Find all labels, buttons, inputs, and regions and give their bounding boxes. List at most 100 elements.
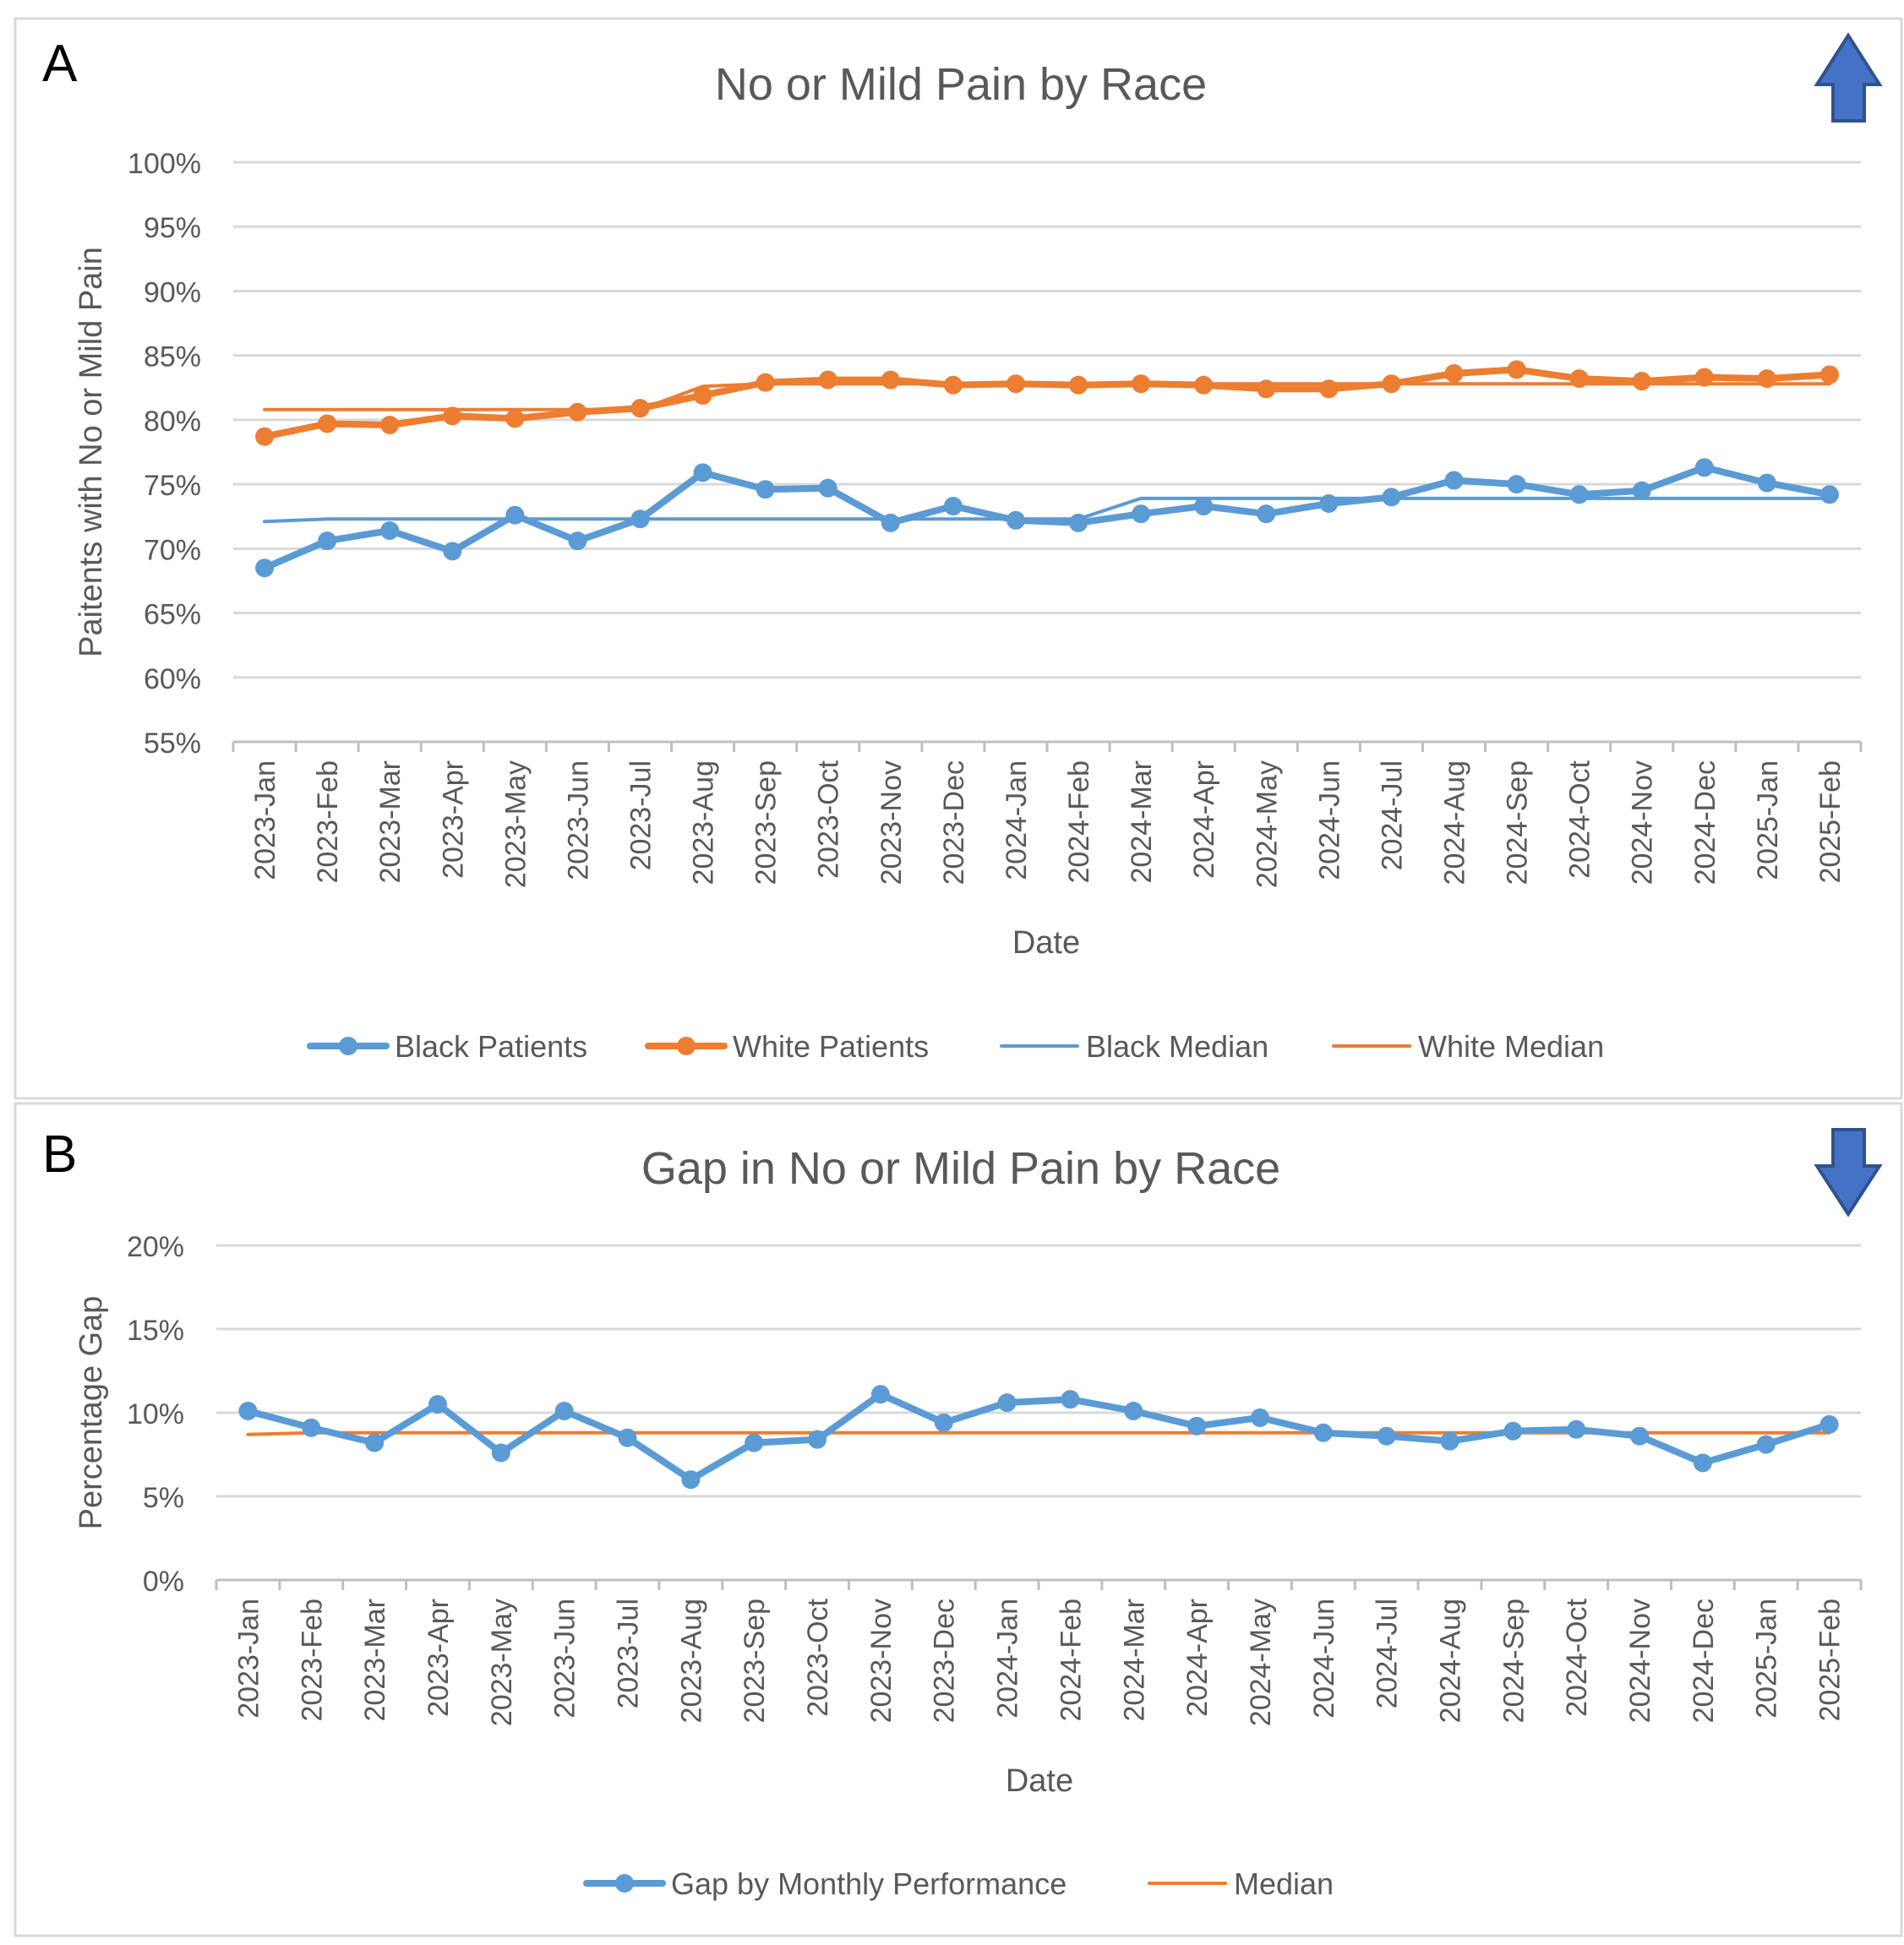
panel-b-point-gap-by-monthly-performance xyxy=(1693,1453,1712,1473)
panel-a-x-tick-label: 2023-Oct xyxy=(813,760,845,878)
panel-a-point-white-patients xyxy=(1257,379,1276,399)
panel-a-point-white-patients xyxy=(1694,368,1714,387)
panel-b-y-tick-label: 0% xyxy=(143,1566,184,1598)
panel-a-x-tick-label: 2023-Jan xyxy=(249,760,281,880)
panel-b-down-arrow-icon xyxy=(1814,1128,1883,1218)
panel-b-x-tick-label: 2024-Jul xyxy=(1372,1599,1404,1708)
panel-b-x-tick-label: 2024-Nov xyxy=(1624,1599,1656,1723)
panel-b-x-tick-label: 2023-Apr xyxy=(423,1599,455,1717)
panel-a-point-black-patients xyxy=(380,520,400,540)
panel-b-plot: 0% 5% 10% 15% 20% 2023-Jan 2023-Feb 2023-Mar 202… xyxy=(127,1231,1863,1726)
panel-b-x-tick-label: 2024-Mar xyxy=(1118,1599,1150,1722)
panel-a-x-tick-label: 2023-Feb xyxy=(312,760,344,884)
panel-a-x-tick-label: 2024-Nov xyxy=(1627,760,1659,885)
panel-a-legend-label: Black Patients xyxy=(395,1029,587,1064)
panel-b-legend-label: Gap by Monthly Performance xyxy=(671,1866,1067,1901)
panel-b-x-tick-label: 2024-Feb xyxy=(1055,1599,1087,1722)
panel-b-x-tick-label: 2025-Jan xyxy=(1751,1599,1783,1719)
panel-a-x-tick-label: 2024-May xyxy=(1251,760,1283,888)
panel-a-point-black-patients xyxy=(1194,497,1214,516)
panel-a-point-black-patients xyxy=(818,478,837,498)
panel-a-point-white-patients xyxy=(443,406,462,426)
panel-b-x-tick-label: 2023-Sep xyxy=(739,1599,771,1723)
panel-a-x-tick-label: 2023-Mar xyxy=(374,760,406,884)
panel-b-legend: Gap by Monthly Performance Median xyxy=(583,1866,1334,1901)
panel-a-x-tick-label: 2023-Nov xyxy=(876,760,908,885)
panel-a-x-tick-label: 2023-Jun xyxy=(562,760,594,880)
panel-a-point-black-patients xyxy=(1694,458,1714,477)
panel-a-point-black-patients xyxy=(1569,485,1589,504)
panel-b-point-gap-by-monthly-performance xyxy=(1503,1421,1523,1441)
panel-a-point-white-patients xyxy=(568,402,587,422)
panel-a-point-white-patients xyxy=(255,427,275,446)
panel-b-point-gap-by-monthly-performance xyxy=(1756,1435,1776,1454)
panel-a-point-black-patients xyxy=(630,509,650,529)
panel-a-y-tick-label: 90% xyxy=(144,276,201,308)
panel-a-x-tick-label: 2023-Jul xyxy=(625,760,657,870)
panel-a-x-tick-label: 2024-Apr xyxy=(1188,760,1220,879)
panel-a-up-arrow-icon xyxy=(1814,32,1883,123)
panel-b-point-gap-by-monthly-performance xyxy=(681,1470,701,1490)
panel-a-x-tick-label: 2025-Feb xyxy=(1814,760,1847,884)
panel-a-point-black-patients xyxy=(693,463,712,482)
panel-b-x-tick-label: 2023-Feb xyxy=(296,1599,328,1722)
panel-a-point-black-patients xyxy=(1319,493,1339,513)
panel-b-point-gap-by-monthly-performance xyxy=(997,1393,1017,1413)
panel-a-point-white-patients xyxy=(1632,372,1651,391)
panel-a-x-tick-label: 2024-Jul xyxy=(1376,760,1408,870)
panel-b-x-tick-label: 2023-Nov xyxy=(865,1599,897,1723)
panel-a-y-tick-label: 60% xyxy=(144,663,201,695)
panel-a-point-white-patients xyxy=(1382,374,1401,394)
panel-b-x-tick-label: 2024-May xyxy=(1245,1599,1277,1726)
panel-b-title: Gap in No or Mild Pain by Race xyxy=(641,1143,1280,1194)
panel-a-y-tick-label: 80% xyxy=(144,406,201,438)
panel-a-legend-marker xyxy=(677,1037,696,1055)
panel-b-y-tick-label: 15% xyxy=(127,1315,184,1347)
panel-b-x-tick-label: 2023-Aug xyxy=(675,1599,707,1723)
panel-a-y-tick-label: 75% xyxy=(144,470,201,502)
panel-a-x-tick-label: 2023-Dec xyxy=(938,760,970,885)
panel-b-letter: B xyxy=(42,1125,77,1184)
panel-b-point-gap-by-monthly-performance xyxy=(1440,1431,1459,1451)
panel-b-point-gap-by-monthly-performance xyxy=(302,1418,321,1437)
panel-a-point-black-patients xyxy=(1819,485,1839,504)
panel-a-x-tick-label: 2023-May xyxy=(499,760,532,888)
panel-a-point-white-patients xyxy=(1819,365,1839,384)
panel-b-x-tick-label: 2023-May xyxy=(486,1599,518,1726)
panel-a-plot: 55% 60% 65% 70% 75% 80% 85% 90% 95% 100% 2023-Jan 2… xyxy=(128,148,1863,888)
panel-a-x-tick-label: 2024-Jun xyxy=(1313,760,1345,880)
panel-a-y-tick-label: 65% xyxy=(144,599,201,631)
panel-a-legend-label: Black Median xyxy=(1086,1029,1268,1064)
panel-a-point-white-patients xyxy=(1319,379,1339,399)
panel-a-y-tick-label: 100% xyxy=(128,148,201,180)
panel-a-series-line-black-patients xyxy=(261,464,1833,572)
panel-b-y-tick-label: 5% xyxy=(143,1482,184,1514)
panel-b-x-tick-label: 2023-Dec xyxy=(929,1599,961,1723)
panel-a-point-white-patients xyxy=(318,414,337,433)
panel-a-point-black-patients xyxy=(1006,510,1025,530)
panel-a-point-black-patients xyxy=(1069,513,1088,532)
panel-a-frame xyxy=(14,17,1903,1100)
panel-b-point-gap-by-monthly-performance xyxy=(1630,1426,1650,1446)
panel-a-point-black-patients xyxy=(1757,473,1776,493)
panel-b-x-tick-label: 2023-Jun xyxy=(549,1599,581,1719)
panel-b-xlabel: Date xyxy=(1006,1763,1073,1799)
panel-a-point-black-patients xyxy=(1132,504,1151,524)
panel-a-letter: A xyxy=(42,35,78,93)
panel-b-legend-marker xyxy=(615,1874,634,1893)
panel-b-x-tick-label: 2023-Jan xyxy=(232,1599,265,1719)
panel-b-y-tick-label: 20% xyxy=(127,1231,184,1263)
panel-a-x-tick-label: 2023-Aug xyxy=(688,760,720,885)
panel-b-point-gap-by-monthly-performance xyxy=(1313,1423,1333,1442)
panel-a-x-tick-label: 2025-Jan xyxy=(1752,760,1784,880)
panel-a-legend-marker xyxy=(339,1037,357,1055)
panel-b-point-gap-by-monthly-performance xyxy=(870,1385,890,1404)
panel-a-point-white-patients xyxy=(1757,369,1776,389)
panel-a-point-black-patients xyxy=(318,531,337,551)
panel-a-title: No or Mild Pain by Race xyxy=(715,59,1207,110)
panel-b-point-gap-by-monthly-performance xyxy=(745,1433,764,1452)
panel-a-x-tick-label: 2024-Oct xyxy=(1564,760,1596,878)
panel-a-point-white-patients xyxy=(1006,374,1025,394)
panel-b-ylabel: Percentage Gap xyxy=(74,1296,109,1530)
